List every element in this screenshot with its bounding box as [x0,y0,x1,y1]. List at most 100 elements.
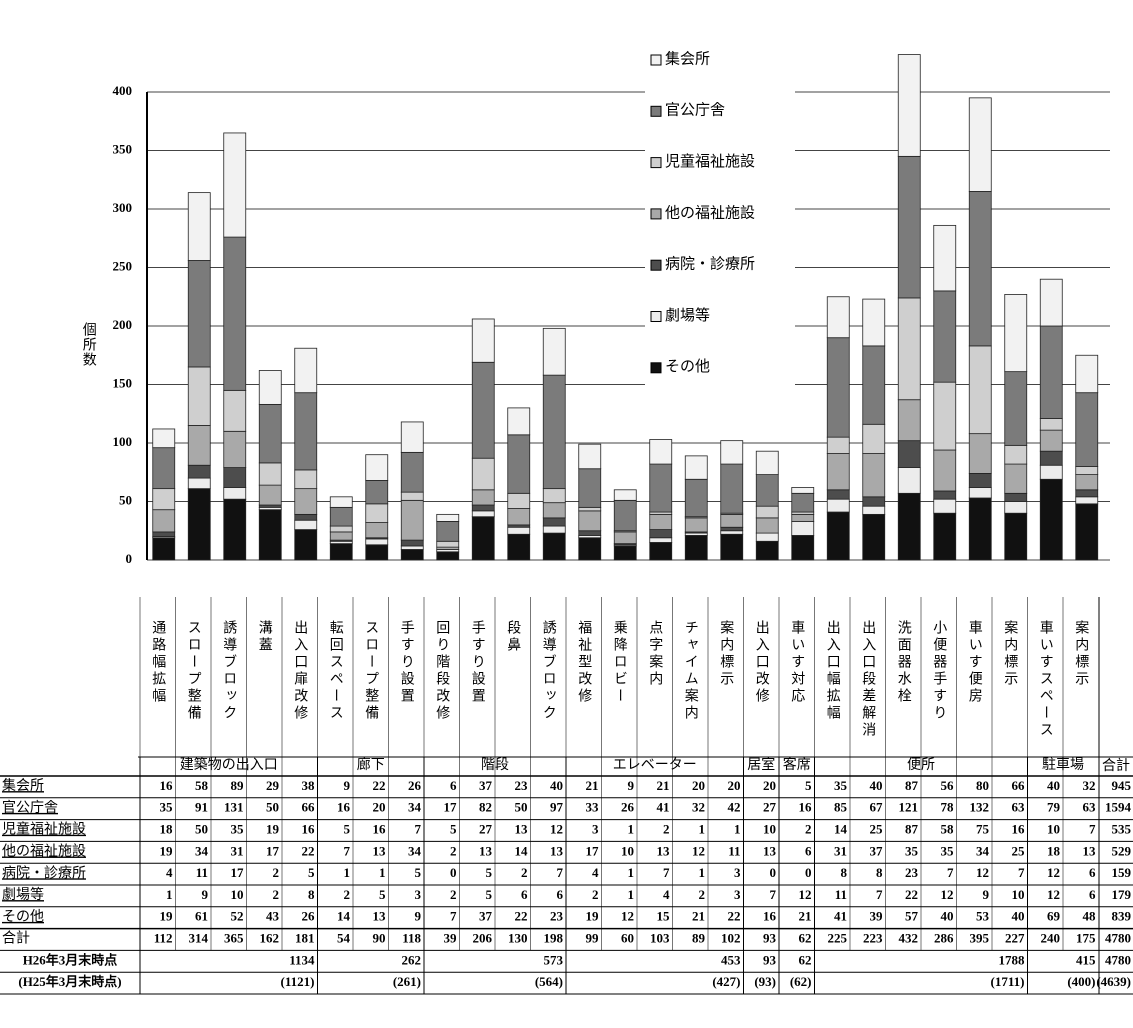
h25-value: (564) [535,974,563,989]
bar-segment [329,506,353,527]
cell-value: 35 [160,800,174,815]
bar-segment [400,451,424,493]
cell-value: 13 [763,843,777,858]
bar-segment [1039,464,1063,480]
row-total: 159 [1112,865,1132,880]
cell-value: 25 [1012,843,1026,858]
bar-segment [400,499,424,541]
cell-value: 7 [557,865,564,880]
column-total: 181 [295,930,315,945]
row-label: 集会所 [2,777,44,794]
column-header: 出入口段差解消 [860,620,876,739]
cell-value: 5 [308,865,315,880]
cell-value: 22 [373,778,386,793]
bar-segment [542,532,566,561]
bar-segment [471,318,495,363]
cell-value: 2 [450,843,457,858]
cell-value: 97 [550,800,564,815]
column-header: 溝蓋 [257,620,273,654]
bar-segment [507,526,531,535]
bar-segment [436,520,460,542]
bar-segment [1039,478,1063,561]
cell-value: 3 [592,821,599,836]
column-header: 点字案内 [647,620,663,688]
cell-value: 35 [834,778,848,793]
bar-segment [365,454,389,481]
h25-value: (427) [712,974,740,989]
cell-value: 16 [1012,821,1026,836]
group-header: 便所 [907,757,935,773]
cell-value: 2 [699,887,706,902]
group-header: 階段 [481,757,509,773]
cell-value: 78 [941,800,955,815]
bar-segment [329,525,353,533]
cell-value: 33 [586,800,600,815]
cell-value: 26 [302,909,316,924]
cell-value: 13 [657,843,671,858]
cell-value: 7 [450,909,457,924]
column-header: 誘導ブロック [221,620,237,722]
cell-value: 27 [479,821,493,836]
column-total: 198 [544,930,564,945]
bar-segment [720,526,744,532]
cell-value: 1 [344,865,351,880]
h26-value: 93 [763,952,777,967]
cell-value: 12 [550,821,563,836]
cell-value: 2 [273,887,280,902]
legend-label: 児童福祉施設 [665,152,755,170]
cell-value: 15 [657,909,671,924]
cell-value: 41 [834,909,847,924]
column-header: 手すり設置 [470,620,486,705]
cell-value: 5 [450,821,457,836]
cell-value: 6 [521,887,528,902]
cell-value: 11 [728,843,740,858]
cell-value: 4 [592,865,599,880]
cell-value: 6 [557,887,564,902]
cell-value: 4 [663,887,670,902]
cell-value: 2 [592,887,599,902]
bar-segment [223,389,247,432]
column-total: 225 [828,930,848,945]
cell-value: 19 [266,821,280,836]
row-total: 839 [1112,909,1132,924]
cell-value: 12 [976,865,989,880]
cell-value: 10 [763,821,776,836]
cell-value: 10 [1047,821,1060,836]
bar-segment [471,457,495,491]
bar-segment [542,327,566,376]
column-header: 車いすスペース [1038,619,1054,739]
cell-value: 22 [905,887,918,902]
legend-label: 病院・診療所 [665,255,755,273]
cell-value: 22 [515,909,528,924]
cell-value: 7 [947,865,954,880]
cell-value: 40 [1047,778,1060,793]
column-header: 案内標示 [718,619,734,688]
group-header: 駐車場 [1042,756,1084,773]
cell-value: 16 [302,821,316,836]
bar-segment [826,511,850,561]
y-tick-label: 300 [113,200,133,215]
bar-segment [223,132,247,238]
h25-value: (1121) [281,974,315,989]
bar-segment [152,537,176,561]
bar-segment [862,513,886,561]
cell-value: 8 [876,865,883,880]
bar-segment [862,505,886,515]
bar-segment [968,345,992,435]
cell-value: 131 [224,800,244,815]
bar-segment [400,491,424,501]
cell-value: 1 [699,865,706,880]
bar-segment [223,430,247,468]
legend-label: 官公庁舎 [665,102,725,119]
cell-value: 21 [657,778,670,793]
cell-value: 0 [805,865,812,880]
bar-segment [1039,278,1063,327]
cell-value: 10 [621,843,634,858]
bar-segment [187,366,211,426]
cell-value: 19 [586,909,600,924]
bar-segment [436,540,460,548]
cell-value: 1 [699,821,706,836]
bar-segment [1039,418,1063,431]
h26-value: 1788 [999,952,1026,967]
cell-value: 5 [486,887,493,902]
